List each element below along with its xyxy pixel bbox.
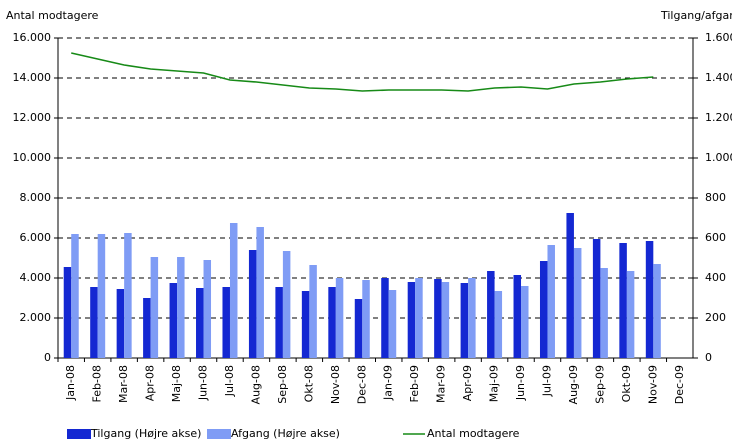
bar: [222, 287, 230, 358]
bar: [90, 287, 98, 358]
y-tick-label: 12.000: [13, 111, 52, 124]
bar: [169, 283, 178, 358]
x-tick-label: Apr-09: [461, 365, 474, 401]
legend-swatch: [67, 429, 91, 439]
bar: [362, 280, 370, 358]
bar: [196, 288, 204, 358]
x-tick-label: Jul-09: [540, 365, 553, 397]
x-tick-label: Aug-09: [567, 365, 580, 404]
x-tick-label: Apr-08: [144, 365, 157, 401]
bar: [143, 298, 151, 358]
x-tick-label: Nov-09: [646, 365, 659, 404]
y-tick-label: 6.000: [20, 231, 52, 244]
x-tick-label: Nov-08: [329, 365, 342, 404]
bar: [248, 250, 257, 358]
x-tick-label: Sep-09: [593, 365, 606, 404]
bar: [309, 265, 317, 358]
y-tick-label: 10.000: [13, 151, 52, 164]
y2-tick-label: 1.600: [705, 31, 732, 44]
bar: [282, 251, 291, 358]
x-tick-label: Jul-08: [223, 365, 236, 397]
bar: [513, 275, 522, 358]
legend-label: Tilgang (Højre akse): [90, 427, 201, 440]
bar: [645, 241, 654, 358]
y-axis-title: Antal modtagere: [6, 9, 99, 22]
y-tick-label: 4.000: [20, 271, 52, 284]
legend-swatch: [207, 429, 231, 439]
x-tick-label: Sep-08: [276, 365, 289, 404]
legend-label: Antal modtagere: [427, 427, 520, 440]
y2-tick-label: 1.000: [705, 151, 732, 164]
bar: [354, 299, 363, 358]
bar: [566, 213, 574, 358]
x-tick-label: Aug-08: [249, 365, 262, 404]
y2-tick-label: 1.400: [705, 71, 732, 84]
bar: [468, 278, 476, 358]
bar: [203, 260, 212, 358]
y2-tick-label: 600: [705, 231, 726, 244]
bar: [328, 287, 336, 358]
bar: [71, 234, 79, 358]
x-tick-label: Feb-09: [408, 365, 421, 402]
y-tick-label: 8.000: [20, 191, 52, 204]
y2-tick-label: 400: [705, 271, 726, 284]
bar: [63, 267, 72, 358]
bar: [275, 287, 283, 358]
bar: [177, 257, 185, 358]
y-tick-label: 0: [44, 351, 51, 364]
y2-tick-label: 0: [705, 351, 712, 364]
bar: [381, 278, 389, 358]
x-tick-label: Maj-08: [170, 365, 183, 402]
x-tick-label: Dec-09: [673, 365, 686, 404]
x-tick-label: Jan-08: [64, 365, 77, 401]
y2-tick-label: 800: [705, 191, 726, 204]
bar: [256, 227, 264, 358]
bar: [434, 279, 442, 358]
y-tick-label: 14.000: [13, 71, 52, 84]
bar: [301, 291, 310, 358]
x-tick-label: Jan-09: [382, 365, 395, 401]
bar: [116, 289, 125, 358]
bar: [547, 245, 555, 358]
y2-tick-label: 200: [705, 311, 726, 324]
y2-tick-label: 1.200: [705, 111, 732, 124]
bar: [229, 223, 238, 358]
x-tick-label: Jun-09: [514, 365, 527, 401]
y2-axis-title: Tilgang/afgang: [660, 9, 732, 22]
bar: [592, 239, 601, 358]
bar: [335, 278, 344, 358]
bar: [407, 282, 416, 358]
bar: [619, 243, 627, 358]
bar: [415, 278, 423, 358]
bar: [626, 271, 635, 358]
x-tick-label: Jun-08: [197, 365, 210, 401]
legend-label: Afgang (Højre akse): [231, 427, 340, 440]
bar: [521, 286, 529, 358]
line: [71, 52, 654, 92]
y-tick-label: 2.000: [20, 311, 52, 324]
x-tick-label: Dec-08: [355, 365, 368, 404]
x-tick-label: Mar-09: [435, 365, 448, 403]
bar: [600, 268, 608, 358]
bar: [124, 233, 132, 358]
bar: [150, 257, 159, 358]
y-tick-label: 16.000: [13, 31, 52, 44]
x-tick-label: Maj-09: [488, 365, 501, 402]
bar: [573, 248, 582, 358]
bar: [494, 291, 503, 358]
bar: [97, 234, 106, 358]
x-tick-label: Okt-09: [620, 365, 633, 402]
x-tick-label: Feb-08: [91, 365, 104, 402]
x-tick-label: Mar-08: [117, 365, 130, 403]
bar: [441, 282, 450, 358]
x-tick-label: Okt-08: [302, 365, 315, 402]
bar: [539, 261, 548, 358]
bar: [487, 271, 495, 358]
bar: [388, 290, 397, 358]
bar: [653, 264, 661, 358]
bar: [460, 283, 469, 358]
